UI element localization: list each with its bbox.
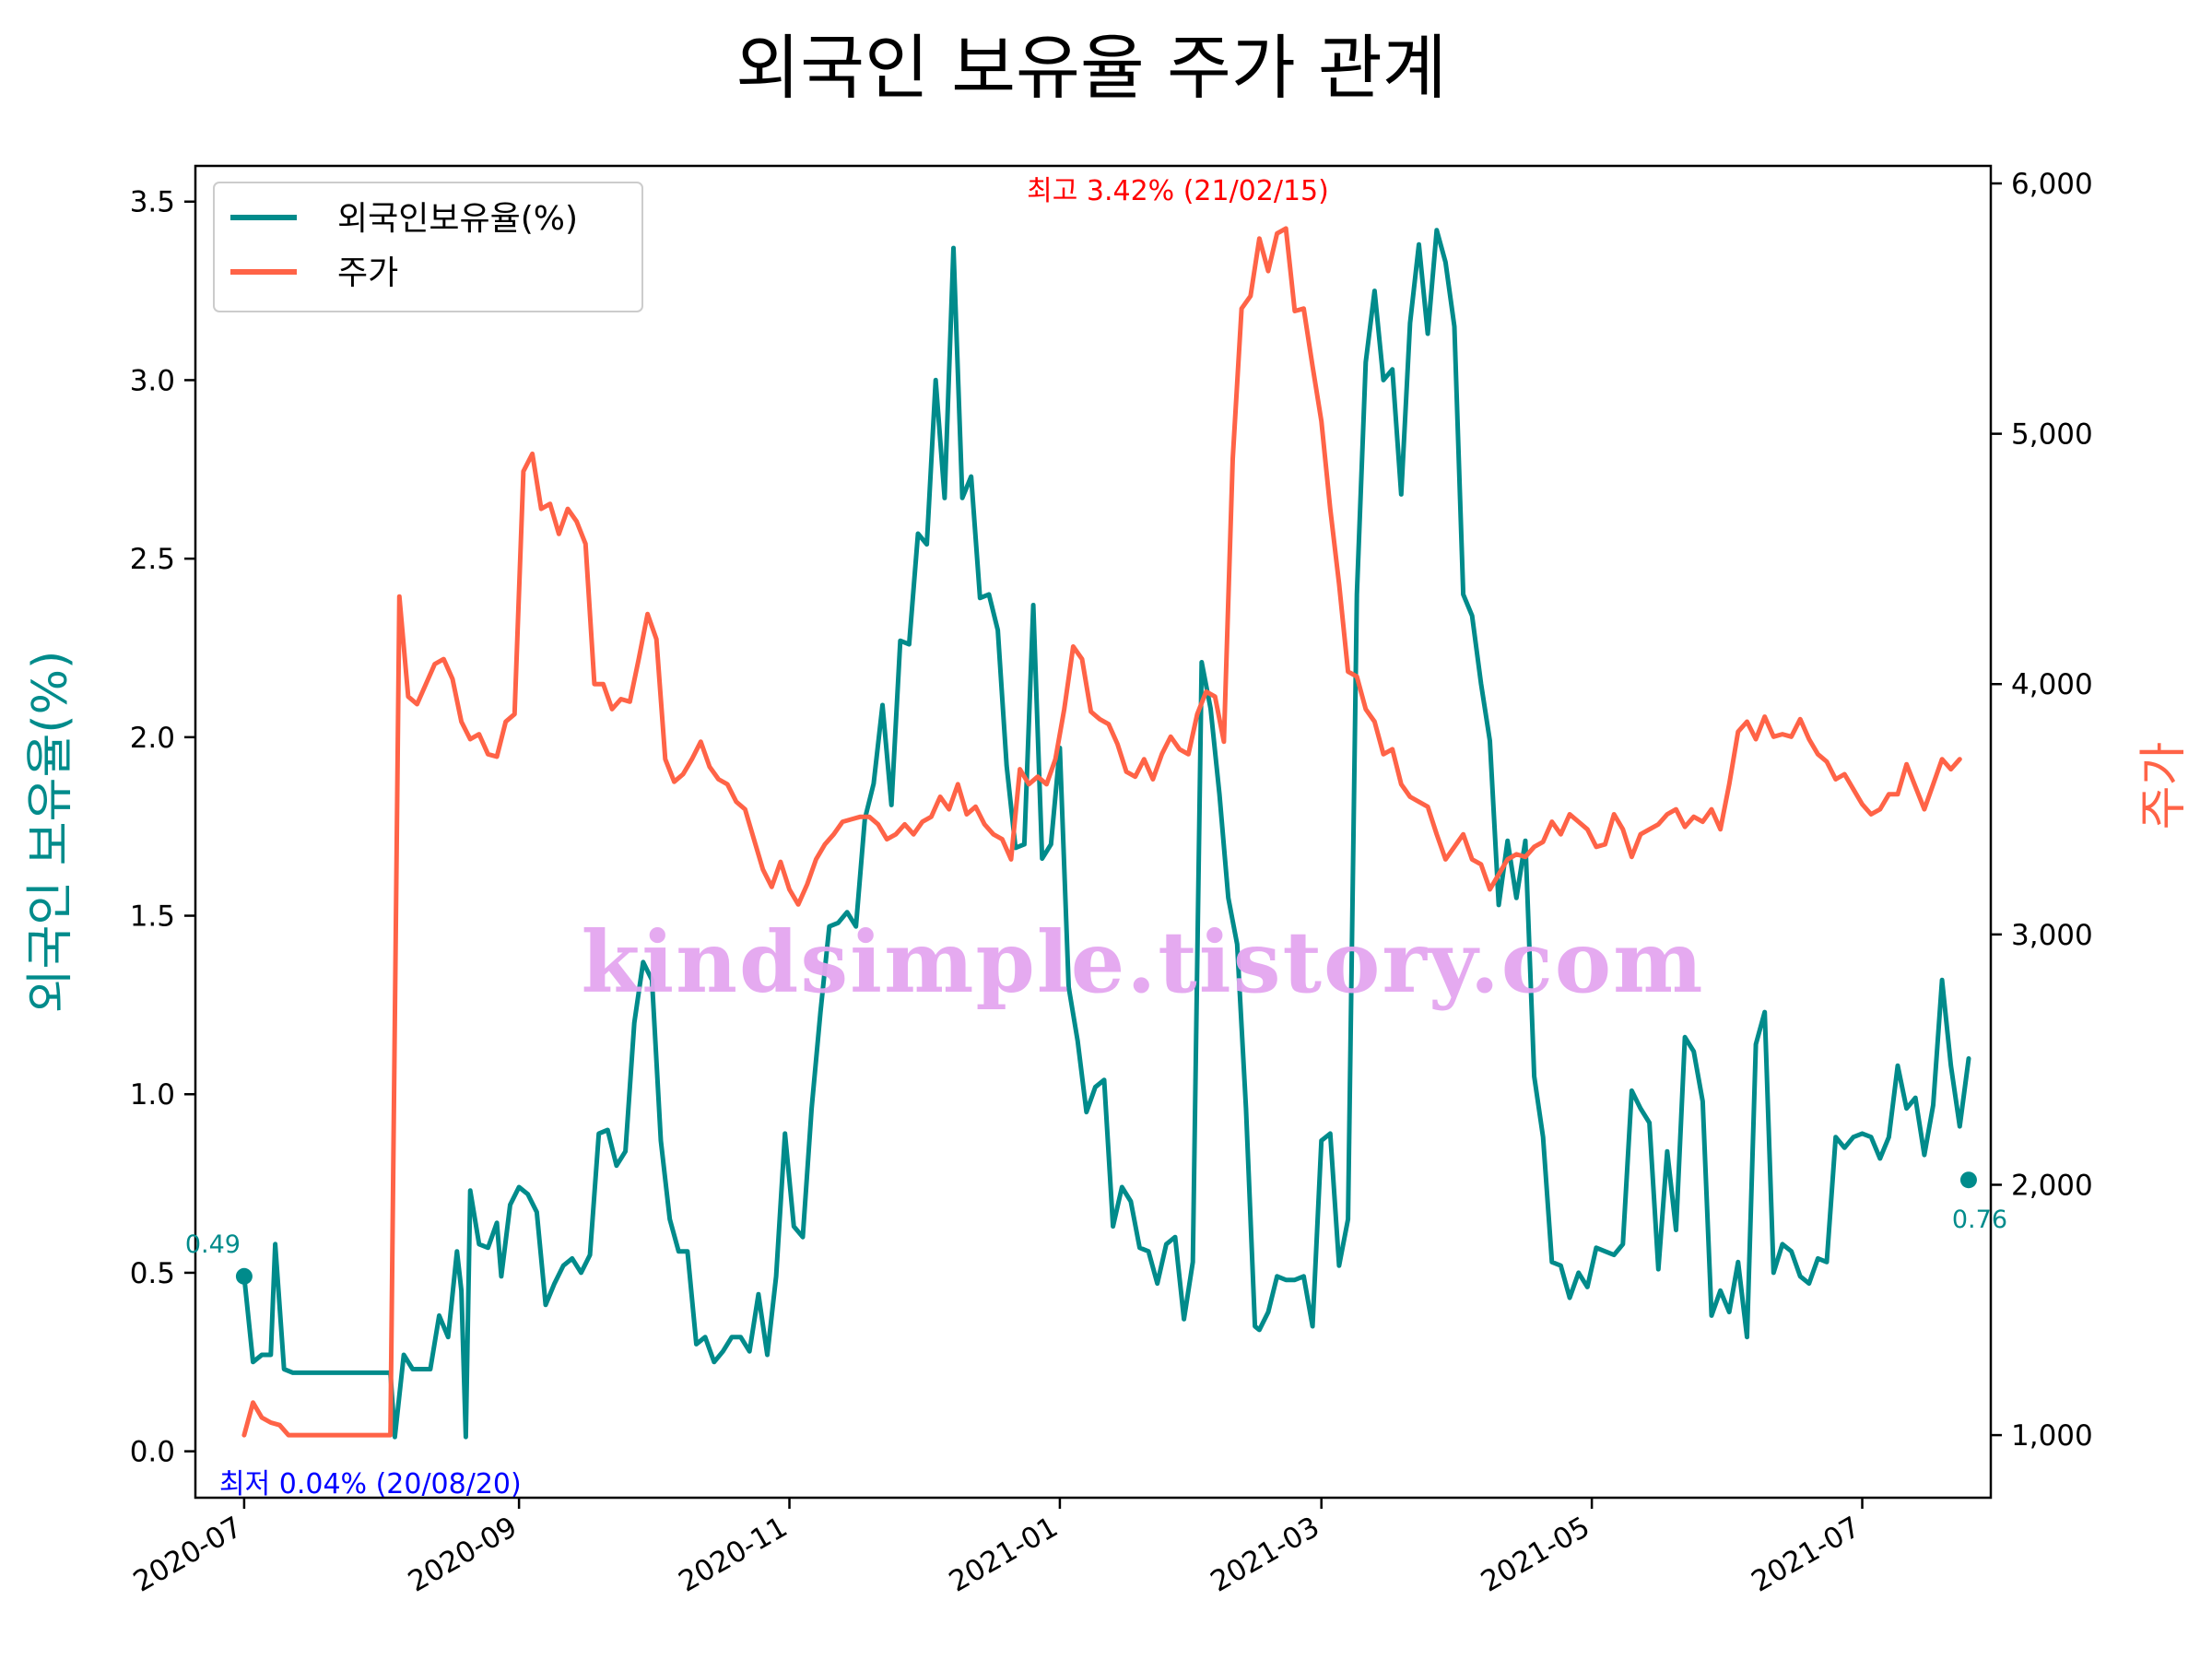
legend-label-holding: 외국인보유율(%) (337, 200, 578, 238)
x-tick-label: 2020-07 (128, 1511, 248, 1599)
y-right-tick-label: 1,000 (2011, 1419, 2093, 1453)
y-left-tick-label: 1.5 (130, 900, 175, 934)
x-tick-label: 2021-05 (1476, 1511, 1595, 1599)
x-tick-label: 2021-01 (944, 1511, 1064, 1599)
x-tick-label: 2021-07 (1746, 1511, 1865, 1599)
y-right-tick-label: 3,000 (2011, 919, 2093, 952)
plot-area: 0.0 0.5 1.0 1.5 2.0 2.5 3.0 3.5 1,000 2,000 3,000 4… (128, 164, 2093, 1599)
y-right-tick-label: 4,000 (2011, 668, 2093, 701)
y-left-tick-label: 0.0 (130, 1436, 175, 1469)
start-value-label: 0.49 (185, 1230, 241, 1259)
chart-title: 외국인 보유율 주가 관계 (735, 27, 1447, 109)
legend-box (213, 182, 643, 312)
end-marker (1959, 1171, 1977, 1189)
y-left-tick-label: 1.0 (130, 1078, 175, 1112)
y-left-tick-label: 3.5 (130, 186, 175, 219)
watermark: kindsimple.tistory.com (581, 912, 1704, 1012)
series-line-price (241, 226, 1962, 1438)
y-right-tick-label: 2,000 (2011, 1169, 2093, 1202)
min-annotation: 최저 0.04% (20/08/20) (219, 1468, 522, 1500)
y-left-tick-label: 3.0 (130, 364, 175, 397)
x-tick-label: 2020-11 (673, 1511, 793, 1599)
legend: 외국인보유율(%) 주가 (213, 182, 643, 312)
end-value-label: 0.76 (1952, 1206, 2007, 1234)
y-right-tick-label: 6,000 (2011, 168, 2093, 201)
x-tick-label: 2021-03 (1206, 1511, 1325, 1599)
y-axis-left-label: 외국인 보유율(%) (23, 651, 78, 1014)
start-marker (235, 1267, 253, 1285)
legend-label-price: 주가 (337, 254, 398, 292)
y-axis-right-label: 주가 (2136, 742, 2192, 830)
y-left-tick-label: 2.0 (130, 722, 175, 755)
y-left-tick-label: 2.5 (130, 543, 175, 576)
max-annotation: 최고 3.42% (21/02/15) (1027, 175, 1329, 207)
x-tick-label: 2020-09 (403, 1511, 523, 1599)
plot-frame (194, 164, 1993, 1500)
y-right-tick-label: 5,000 (2011, 418, 2093, 452)
y-left-tick-label: 0.5 (130, 1257, 175, 1290)
series-line-holding (241, 228, 1971, 1440)
